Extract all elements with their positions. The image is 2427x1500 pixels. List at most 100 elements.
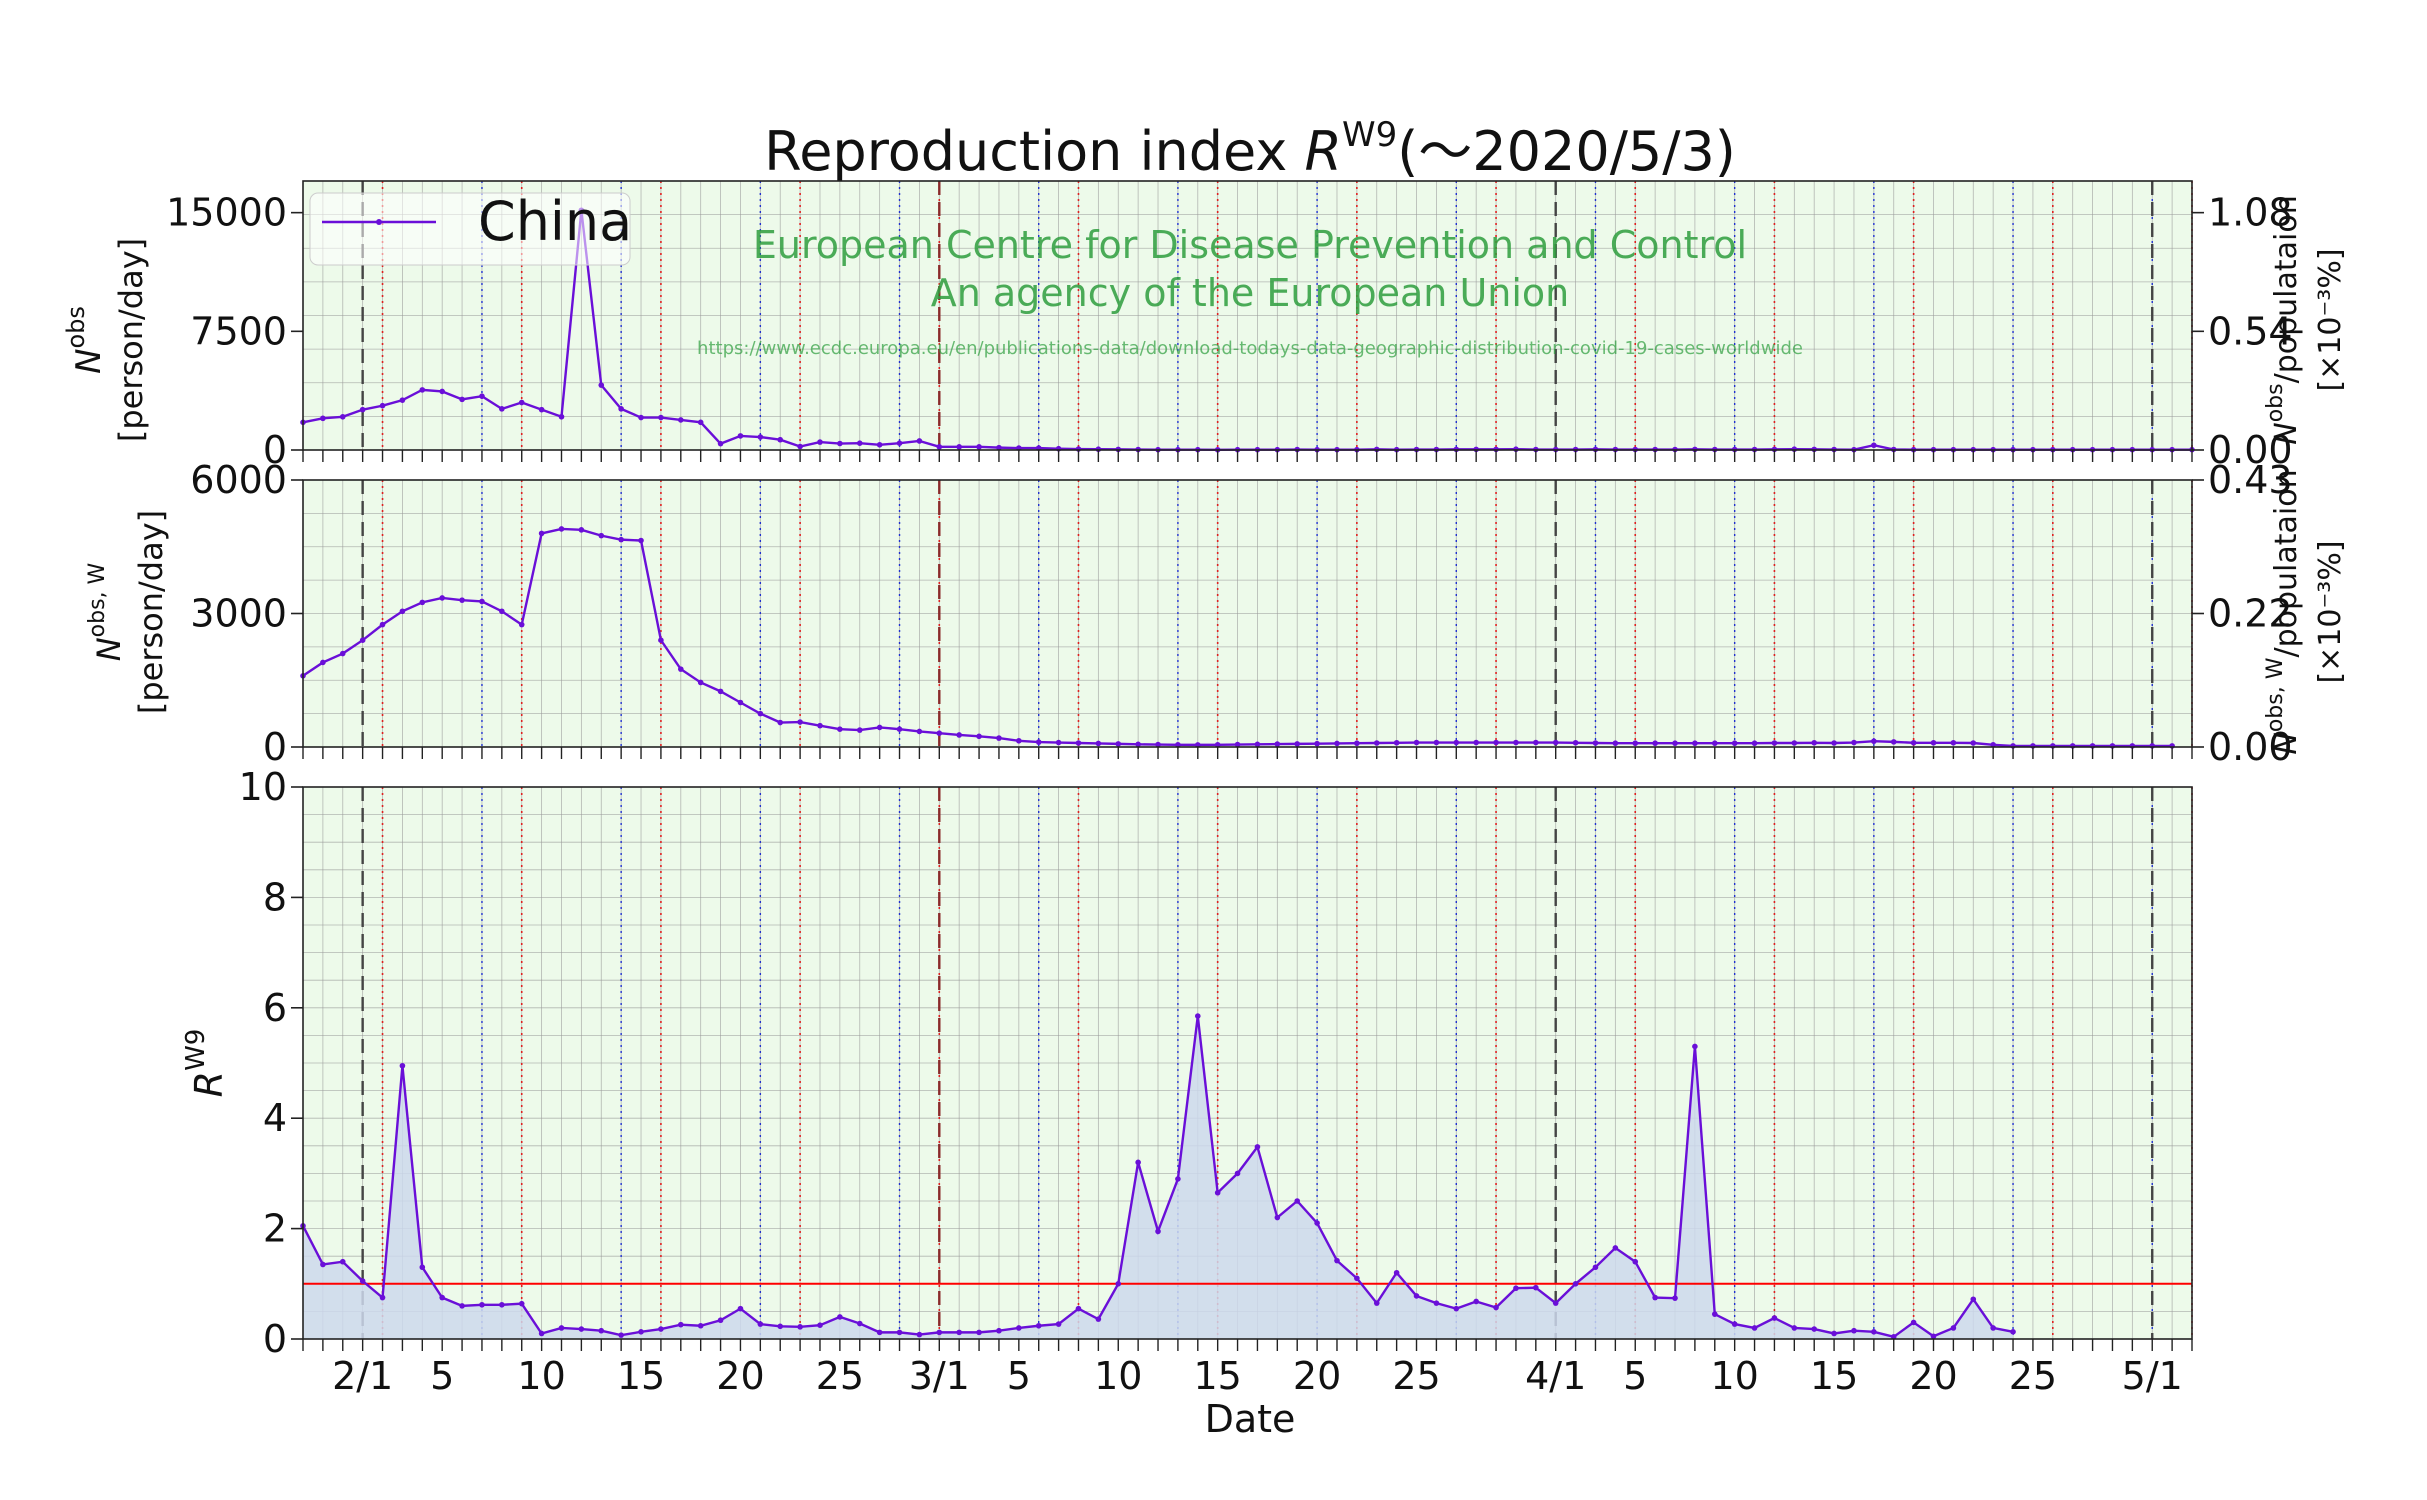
- bot-point: [1314, 1220, 1320, 1226]
- legend-box: [309, 192, 631, 266]
- top-point: [518, 399, 525, 406]
- watermark-line2: An agency of the European Union: [931, 271, 1570, 315]
- mid-point: [1731, 740, 1738, 747]
- mid-point: [1771, 740, 1778, 746]
- bot-point: [359, 1278, 366, 1284]
- bot-point: [797, 1324, 803, 1330]
- mid-point: [996, 735, 1002, 741]
- mid-point: [1652, 740, 1658, 747]
- x-tick-label: 25: [816, 1354, 864, 1398]
- mid-point: [399, 608, 406, 615]
- top-point: [797, 443, 803, 450]
- mid-point: [459, 597, 465, 603]
- mid-point: [1791, 740, 1798, 746]
- bot-point: [757, 1321, 764, 1327]
- x-tick-label: 2/1: [332, 1354, 393, 1398]
- mid-point: [1433, 739, 1440, 746]
- bot-point: [1234, 1170, 1241, 1177]
- bot-point: [1930, 1333, 1937, 1340]
- bot-point: [737, 1305, 744, 1312]
- bot-ytick-label: 8: [263, 875, 287, 919]
- mid-point: [1115, 741, 1122, 747]
- mid-point: [339, 650, 346, 657]
- bot-point: [479, 1301, 485, 1308]
- mid-point: [1612, 740, 1619, 747]
- top-point: [320, 415, 326, 422]
- x-tick-label: 5/1: [2122, 1354, 2183, 1398]
- bot-frame: [302, 786, 2193, 1340]
- bot-point: [1035, 1322, 1042, 1329]
- bot-point: [1175, 1176, 1181, 1182]
- top-point: [339, 413, 346, 420]
- bot-point: [1354, 1275, 1360, 1282]
- top-point: [1871, 442, 1877, 449]
- bot-point: [876, 1329, 883, 1336]
- x-tick-label: 4/1: [1525, 1354, 1586, 1398]
- mid-point: [1970, 740, 1977, 746]
- top-point: [916, 438, 923, 444]
- top-point: [996, 444, 1002, 451]
- x-tick-label: 5: [1623, 1354, 1647, 1398]
- bot-point: [1890, 1333, 1897, 1340]
- x-axis-label: Date: [1205, 1397, 1296, 1441]
- mid-point: [697, 679, 704, 686]
- svg-text:Nobs: Nobs: [62, 306, 109, 374]
- top-point: [956, 444, 962, 450]
- top-point: [459, 396, 465, 403]
- bot-point: [2010, 1329, 2016, 1335]
- top-ylabel: Nobs [person/day]: [62, 238, 150, 442]
- mid-ylabel: Nobs, W [person/day]: [85, 510, 170, 714]
- x-tick-label: 20: [1909, 1354, 1957, 1398]
- bot-point: [936, 1329, 943, 1336]
- mid-point: [757, 710, 764, 717]
- x-tick-label: 15: [1193, 1354, 1241, 1398]
- chart-title: Reproduction index RW9(～2020/5/3): [764, 115, 1736, 183]
- mid-point: [1950, 739, 1957, 746]
- bot-point: [1771, 1315, 1778, 1321]
- mid-point: [936, 730, 943, 737]
- bot-point: [1473, 1298, 1479, 1305]
- top-point: [399, 397, 406, 403]
- mid-point: [439, 595, 445, 601]
- mid-point: [1254, 741, 1261, 748]
- mid-point: [1851, 739, 1857, 746]
- mid-point: [1373, 740, 1380, 746]
- top-y2tick-label: 0.00: [2208, 428, 2293, 472]
- bot-point: [320, 1261, 326, 1268]
- mid-point: [1075, 740, 1082, 746]
- bot-point: [856, 1320, 863, 1327]
- bot-point: [1294, 1198, 1301, 1204]
- bot-panel: 0 2 4 6 8 10 2/1 5 10 15 20 25 3/1 5 10 15 20 25 4/1 5 10 15 2…: [239, 765, 2193, 1398]
- bot-point: [339, 1258, 346, 1265]
- mid-point: [419, 599, 426, 606]
- top-point: [439, 388, 445, 395]
- bot-point: [399, 1062, 406, 1069]
- bot-point: [777, 1323, 784, 1330]
- bot-point: [1254, 1144, 1261, 1150]
- top-y2label: Nobs/populataion [×10⁻³%]: [2263, 195, 2348, 444]
- top-point: [697, 419, 704, 426]
- top-point: [757, 434, 764, 440]
- mid-point: [1175, 741, 1181, 748]
- mid-point: [777, 719, 784, 726]
- mid-point: [1413, 739, 1420, 746]
- mid-point: [499, 608, 505, 615]
- top-point: [976, 444, 982, 450]
- bot-point: [1155, 1228, 1161, 1235]
- top-point: [499, 406, 505, 412]
- x-tick-label: 3/1: [909, 1354, 970, 1398]
- bot-point: [1632, 1258, 1639, 1265]
- bot-point: [1075, 1305, 1082, 1312]
- bot-ytick-label: 0: [263, 1317, 287, 1361]
- mid-point: [1493, 739, 1499, 746]
- mid-point: [1155, 741, 1161, 748]
- mid-point: [359, 637, 366, 643]
- mid-point: [379, 621, 386, 628]
- mid-point: [856, 727, 863, 733]
- bot-point: [1692, 1043, 1698, 1050]
- bot-point: [459, 1303, 465, 1309]
- bot-point: [1533, 1284, 1539, 1291]
- mid-point: [737, 699, 744, 706]
- mid-point: [1990, 741, 1996, 748]
- bot-point: [976, 1329, 982, 1336]
